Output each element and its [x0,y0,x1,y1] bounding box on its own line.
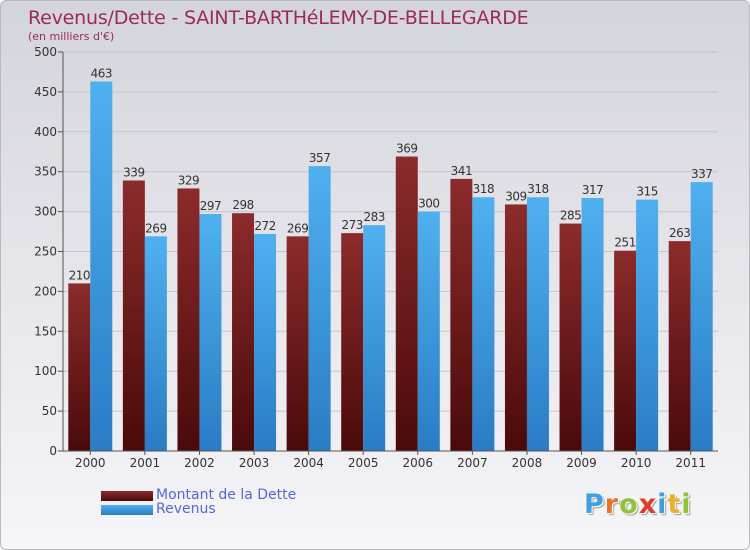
bar-dette-2002 [177,188,200,451]
data-label: 339 [123,165,144,179]
bar-revenus-2011 [690,182,713,451]
bar-revenus-2000 [90,81,113,451]
data-label: 309 [505,189,526,203]
data-label: 272 [254,219,275,233]
legend-swatch-revenus [101,505,153,515]
data-label: 298 [232,198,253,212]
data-label: 341 [451,164,472,178]
y-tick-label: 50 [42,404,57,418]
legend-label-revenus: Revenus [156,501,216,517]
grid-lines [63,51,718,452]
x-tick-label: 2010 [621,456,652,470]
y-tick-label: 150 [34,324,57,338]
data-label: 463 [91,67,112,81]
logo-letter: r [604,489,620,520]
axes [58,51,718,455]
y-tick-label: 0 [49,444,57,458]
y-tick-label: 400 [34,125,57,139]
chart-subtitle: (en milliers d'€) [28,30,115,43]
data-label: 318 [473,182,494,196]
bars [68,81,713,451]
data-label: 318 [527,182,548,196]
data-label: 317 [582,183,603,197]
bar-revenus-2002 [199,213,222,451]
x-tick-label: 2008 [512,456,543,470]
bar-dette-2010 [614,250,637,451]
data-label: 210 [69,268,90,282]
data-label: 269 [287,221,308,235]
legend-swatch-dette [101,491,153,501]
y-tick-label: 500 [34,45,57,59]
data-label: 369 [396,142,417,156]
y-tick-label: 450 [34,85,57,99]
x-tick-label: 2001 [130,456,161,470]
proxiti-logo: Proxiti [584,489,692,520]
bar-dette-2008 [504,204,527,451]
data-label: 283 [364,210,385,224]
bar-revenus-2008 [526,197,549,451]
bar-revenus-2006 [417,211,440,451]
x-tick-label: 2009 [566,456,597,470]
chart-title: Revenus/Dette - SAINT-BARTHéLEMY-DE-BELL… [28,7,529,29]
y-tick-label: 100 [34,364,57,378]
x-tick-label: 2006 [403,456,434,470]
bar-dette-2006 [395,156,418,451]
bar-dette-2001 [122,180,145,451]
x-tick-label: 2005 [348,456,379,470]
data-label: 263 [669,226,690,240]
data-label: 329 [178,173,199,187]
bar-dette-2000 [68,283,91,451]
x-tick-label: 2004 [293,456,324,470]
bar-dette-2009 [559,223,582,451]
bar-dette-2011 [668,241,691,451]
data-label: 269 [145,221,166,235]
logo-letter: i [657,489,668,520]
logo-letter: x [638,489,658,520]
bar-revenus-2007 [472,197,495,451]
bar-revenus-2009 [581,198,604,451]
bar-revenus-2010 [636,199,659,451]
bar-dette-2004 [286,236,309,451]
bar-dette-2003 [232,213,255,451]
bar-revenus-2001 [144,236,167,451]
data-label: 315 [636,185,657,199]
logo-letter: P [584,489,605,520]
logo-letter: o [619,489,639,520]
bar-revenus-2004 [308,166,331,451]
labels: 0 50 100 150 200 250 300 350 400 450 500 210 463 2000… [34,45,713,470]
legend-label-dette: Montant de la Dette [156,487,297,503]
x-tick-label: 2011 [675,456,706,470]
data-label: 251 [614,236,635,250]
data-label: 285 [560,209,581,223]
x-tick-label: 2007 [457,456,488,470]
y-tick-label: 250 [34,245,57,259]
data-label: 297 [200,199,221,213]
bar-dette-2007 [450,178,473,451]
x-tick-label: 2002 [184,456,215,470]
y-tick-label: 350 [34,165,57,179]
y-tick-label: 300 [34,205,57,219]
data-label: 273 [342,218,363,232]
x-tick-label: 2003 [239,456,270,470]
logo-letter: t [667,489,682,520]
data-label: 357 [309,151,330,165]
y-tick-label: 200 [34,284,57,298]
bar-dette-2005 [341,233,364,451]
bar-revenus-2005 [363,225,386,451]
logo-letter: i [681,489,692,520]
x-tick-label: 2000 [75,456,106,470]
bar-revenus-2003 [254,233,277,451]
data-label: 337 [691,167,712,181]
data-label: 300 [418,197,439,211]
